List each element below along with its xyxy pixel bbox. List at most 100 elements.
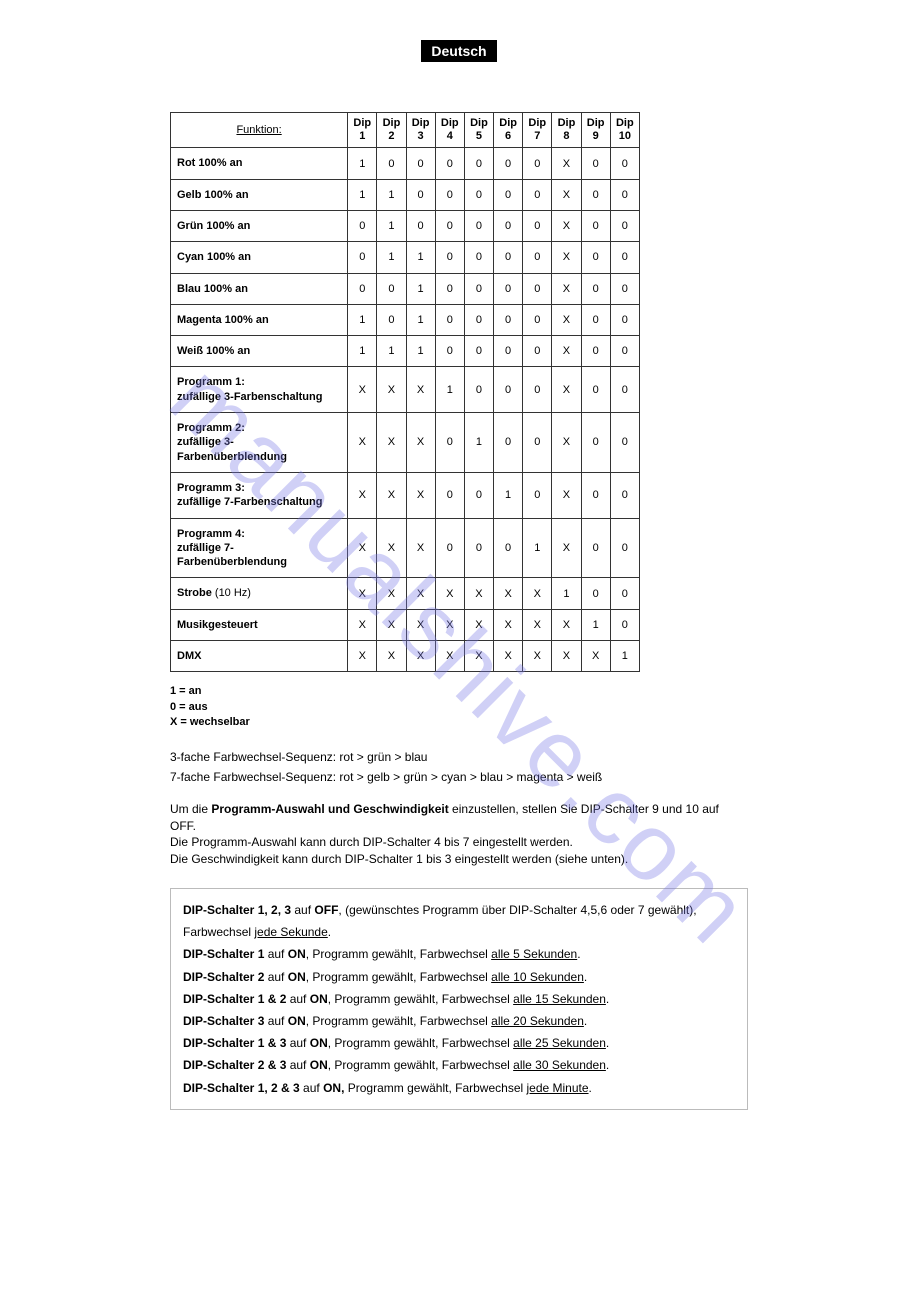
table-row: Programm 3:zufällige 7-FarbenschaltungXX… (171, 472, 640, 518)
value-cell: 0 (464, 179, 493, 210)
value-cell: 0 (610, 336, 639, 367)
value-cell: 0 (494, 367, 523, 413)
value-cell: 0 (494, 210, 523, 241)
value-cell: X (552, 273, 581, 304)
value-cell: 1 (377, 242, 406, 273)
value-cell: 1 (494, 472, 523, 518)
value-cell: 0 (464, 367, 493, 413)
value-cell: 1 (348, 304, 377, 335)
language-badge-wrap: Deutsch (170, 40, 748, 112)
value-cell: 0 (464, 472, 493, 518)
value-cell: 0 (435, 472, 464, 518)
timing-line: DIP-Schalter 1, 2 & 3 auf ON, Programm g… (183, 1077, 735, 1099)
table-row: Weiß 100% an1110000X00 (171, 336, 640, 367)
value-cell: 1 (377, 179, 406, 210)
value-cell: 0 (610, 578, 639, 609)
function-cell: Musikgesteuert (171, 609, 348, 640)
value-cell: X (494, 609, 523, 640)
function-cell: Programm 4:zufällige 7-Farbenüberblendun… (171, 518, 348, 578)
value-cell: 0 (464, 148, 493, 179)
value-cell: 0 (581, 179, 610, 210)
table-row: Cyan 100% an0110000X00 (171, 242, 640, 273)
value-cell: X (523, 641, 552, 672)
value-cell: X (377, 367, 406, 413)
table-row: Magenta 100% an1010000X00 (171, 304, 640, 335)
value-cell: 0 (610, 413, 639, 473)
function-cell: Programm 3:zufällige 7-Farbenschaltung (171, 472, 348, 518)
value-cell: 0 (435, 179, 464, 210)
function-cell: Programm 1:zufällige 3-Farbenschaltung (171, 367, 348, 413)
value-cell: 0 (494, 273, 523, 304)
table-row: MusikgesteuertXXXXXXXX10 (171, 609, 640, 640)
value-cell: 0 (464, 273, 493, 304)
value-cell: 0 (581, 273, 610, 304)
value-cell: 1 (406, 273, 435, 304)
value-cell: 0 (610, 273, 639, 304)
value-cell: 0 (523, 367, 552, 413)
value-cell: X (552, 242, 581, 273)
value-cell: 0 (435, 336, 464, 367)
function-cell: Programm 2:zufällige 3-Farbenüberblendun… (171, 413, 348, 473)
value-cell: 0 (494, 413, 523, 473)
value-cell: X (377, 578, 406, 609)
value-cell: 0 (464, 242, 493, 273)
value-cell: X (552, 609, 581, 640)
value-cell: 0 (406, 148, 435, 179)
value-cell: X (377, 609, 406, 640)
function-cell: Strobe (10 Hz) (171, 578, 348, 609)
dip-header: Dip7 (523, 113, 552, 148)
table-row: Programm 1:zufällige 3-Farbenschaltung XX… (171, 367, 640, 413)
table-row: DMXXXXXXXXXX1 (171, 641, 640, 672)
value-cell: X (494, 578, 523, 609)
value-cell: 0 (494, 518, 523, 578)
value-cell: 0 (494, 336, 523, 367)
value-cell: X (552, 304, 581, 335)
legend-line: 1 = an (170, 684, 748, 699)
value-cell: 0 (610, 518, 639, 578)
value-cell: X (348, 413, 377, 473)
timing-line: DIP-Schalter 2 auf ON, Programm gewählt,… (183, 966, 735, 988)
value-cell: 0 (435, 148, 464, 179)
value-cell: 0 (523, 273, 552, 304)
value-cell: 0 (435, 210, 464, 241)
value-cell: 0 (581, 304, 610, 335)
value-cell: 0 (377, 148, 406, 179)
function-cell: DMX (171, 641, 348, 672)
value-cell: X (552, 179, 581, 210)
para-bold: Programm-Auswahl und Geschwindigkeit (211, 802, 448, 816)
sequence-info: 3-fache Farbwechsel-Sequenz: rot > grün … (170, 748, 748, 786)
value-cell: 0 (523, 413, 552, 473)
value-cell: X (552, 472, 581, 518)
value-cell: 1 (348, 179, 377, 210)
value-cell: 0 (581, 336, 610, 367)
value-cell: 0 (435, 304, 464, 335)
value-cell: 0 (523, 148, 552, 179)
value-cell: X (435, 641, 464, 672)
value-cell: 0 (377, 273, 406, 304)
value-cell: 0 (581, 210, 610, 241)
value-cell: X (406, 609, 435, 640)
value-cell: 0 (610, 148, 639, 179)
timing-line: DIP-Schalter 1 & 2 auf ON, Programm gewä… (183, 988, 735, 1010)
value-cell: 1 (435, 367, 464, 413)
dip-header: Dip8 (552, 113, 581, 148)
value-cell: X (406, 367, 435, 413)
timing-line: DIP-Schalter 1 auf ON, Programm gewählt,… (183, 943, 735, 965)
legend-line: 0 = aus (170, 700, 748, 715)
value-cell: X (348, 578, 377, 609)
value-cell: 0 (435, 273, 464, 304)
table-row: Grün 100% an0100000X00 (171, 210, 640, 241)
value-cell: X (552, 148, 581, 179)
value-cell: X (435, 609, 464, 640)
dip-header: Dip2 (377, 113, 406, 148)
table-row: Gelb 100% an1100000X00 (171, 179, 640, 210)
value-cell: X (435, 578, 464, 609)
value-cell: 1 (464, 413, 493, 473)
value-cell: 1 (610, 641, 639, 672)
value-cell: 0 (348, 210, 377, 241)
timing-line: DIP-Schalter 3 auf ON, Programm gewählt,… (183, 1010, 735, 1032)
value-cell: 0 (610, 609, 639, 640)
value-cell: 0 (581, 518, 610, 578)
value-cell: 1 (406, 304, 435, 335)
value-cell: 0 (494, 148, 523, 179)
